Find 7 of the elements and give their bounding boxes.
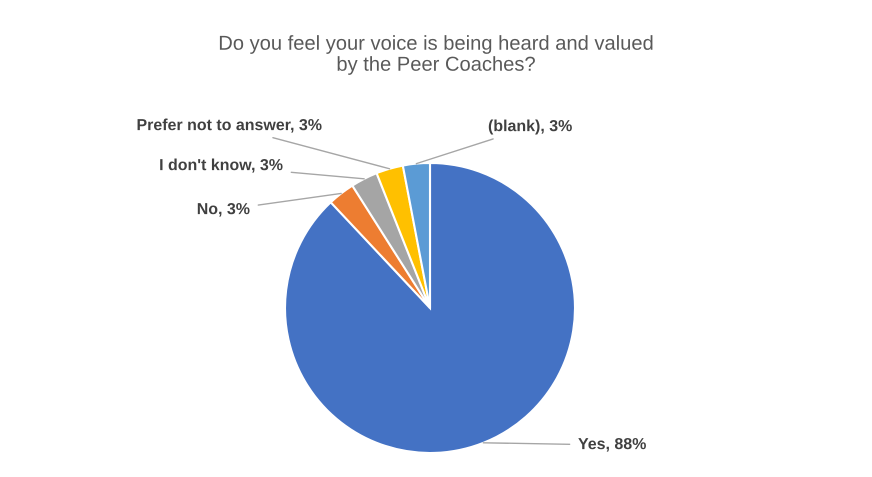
slice-label: Yes, 88% xyxy=(578,438,646,452)
slice-label: I don't know, 3% xyxy=(160,158,283,173)
slice-label: (blank), 3% xyxy=(488,120,572,134)
pie-slice xyxy=(284,162,576,454)
slice-label: No, 3% xyxy=(198,202,250,217)
slice-label: Prefer not to answer, 3% xyxy=(138,118,322,133)
chart-title: Do you feel your voice is being heard and valued by the Peer Coaches? xyxy=(220,35,652,75)
